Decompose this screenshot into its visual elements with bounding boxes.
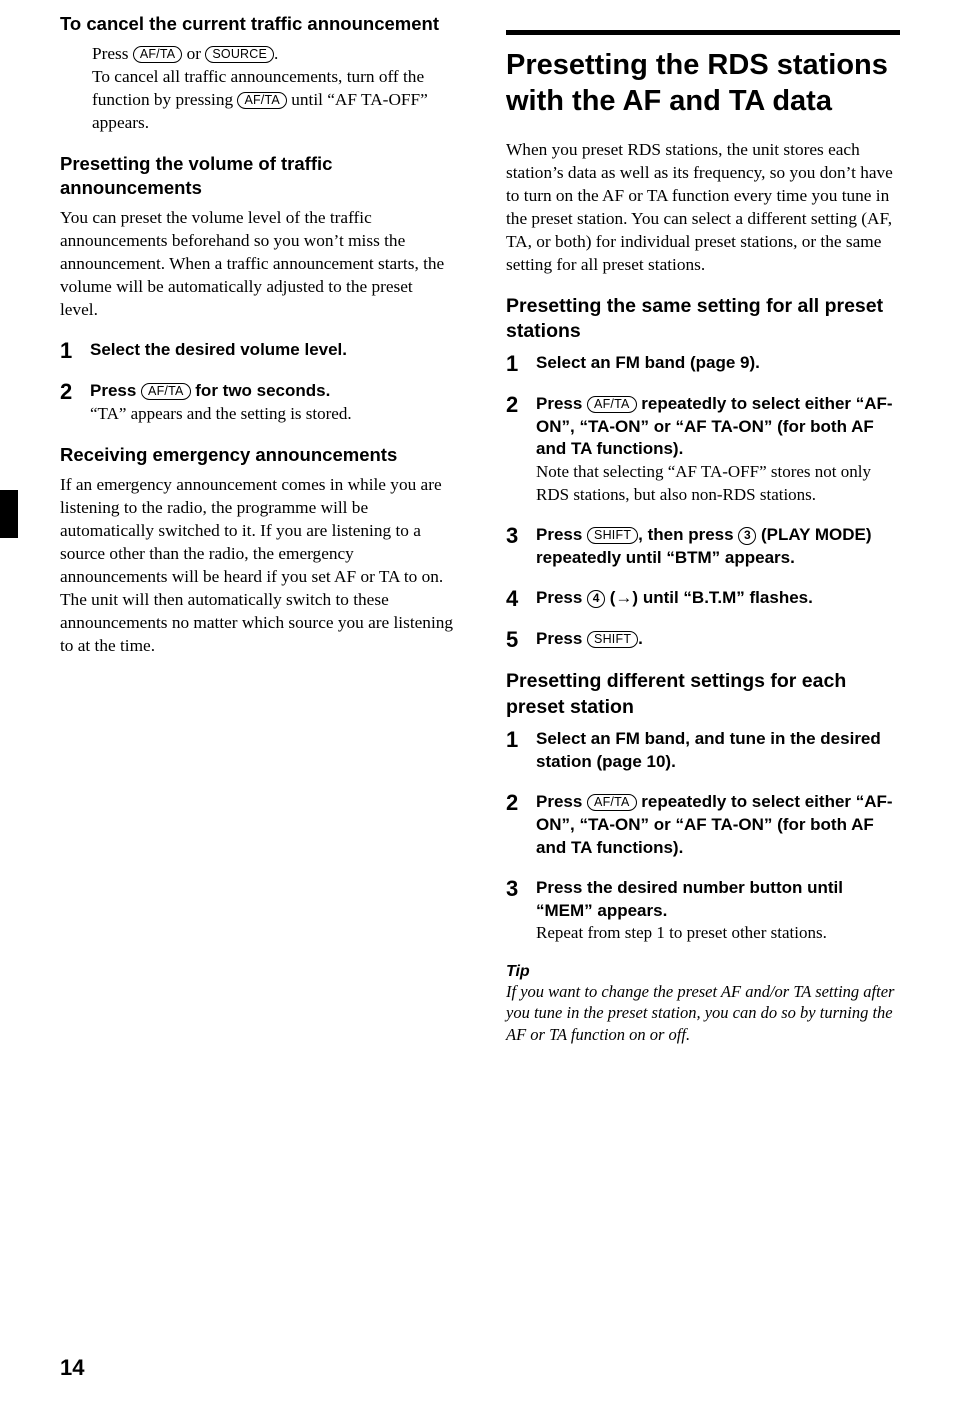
shift-button-label: SHIFT [587, 527, 638, 544]
afta-button-label: AF/TA [133, 46, 183, 63]
preset-volume-body: You can preset the volume level of the t… [60, 206, 454, 321]
text: , then press [638, 525, 738, 544]
text: Press [536, 629, 587, 648]
text: . [274, 44, 278, 63]
heading-preset-volume: Presetting the volume of traffic announc… [60, 152, 454, 200]
emergency-body: If an emergency announcement comes in wh… [60, 473, 454, 657]
left-column: To cancel the current traffic announceme… [60, 12, 454, 1045]
step-item: 3 Press the desired number button until … [506, 877, 900, 945]
step-number: 2 [506, 791, 526, 859]
text: for two seconds. [191, 381, 331, 400]
shift-button-label: SHIFT [587, 631, 638, 648]
rds-intro: When you preset RDS stations, the unit s… [506, 138, 900, 276]
heading-cancel-traffic: To cancel the current traffic announceme… [60, 12, 454, 36]
step-number: 1 [506, 728, 526, 773]
same-setting-steps: 1 Select an FM band (page 9). 2 Press AF… [506, 352, 900, 651]
text: Press [536, 588, 587, 607]
step-item: 1 Select an FM band, and tune in the des… [506, 728, 900, 773]
step-item: 2 Press AF/TA for two seconds. “TA” appe… [60, 380, 454, 425]
step-item: 4 Press 4 (→) until “B.T.M” flashes. [506, 587, 900, 610]
step-number: 3 [506, 524, 526, 569]
step-item: 3 Press SHIFT, then press 3 (PLAY MODE) … [506, 524, 900, 569]
step-number: 4 [506, 587, 526, 610]
step-tail: Note that selecting “AF TA-OFF” stores n… [536, 462, 871, 504]
cancel-instructions: Press AF/TA or SOURCE. To cancel all tra… [60, 42, 454, 134]
tip-block: Tip If you want to change the preset AF … [506, 963, 900, 1045]
heading-presetting-rds: Presetting the RDS stations with the AF … [506, 47, 900, 120]
afta-button-label: AF/TA [141, 383, 191, 400]
tip-heading: Tip [506, 963, 900, 981]
volume-steps: 1 Select the desired volume level. 2 Pre… [60, 339, 454, 425]
step-item: 2 Press AF/TA repeatedly to select eithe… [506, 393, 900, 506]
afta-button-label: AF/TA [587, 794, 637, 811]
heading-emergency: Receiving emergency announcements [60, 443, 454, 467]
number-button-3: 3 [738, 527, 756, 545]
step-item: 5 Press SHIFT. [506, 628, 900, 651]
text: Press [90, 381, 141, 400]
step-text: Select an FM band, and tune in the desir… [536, 729, 881, 771]
afta-button-label: AF/TA [237, 92, 287, 109]
section-tab [0, 490, 18, 538]
text: (→) until “B.T.M” flashes. [605, 588, 813, 607]
step-tail: Repeat from step 1 to preset other stati… [536, 923, 827, 942]
step-item: 2 Press AF/TA repeatedly to select eithe… [506, 791, 900, 859]
text: . [638, 629, 643, 648]
step-number: 5 [506, 628, 526, 651]
step-item: 1 Select the desired volume level. [60, 339, 454, 362]
step-tail: “TA” appears and the setting is stored. [90, 404, 352, 423]
diff-setting-steps: 1 Select an FM band, and tune in the des… [506, 728, 900, 945]
number-button-4: 4 [587, 590, 605, 608]
step-number: 2 [60, 380, 80, 425]
page-content: To cancel the current traffic announceme… [0, 0, 960, 1045]
text: Press [536, 792, 587, 811]
heading-diff-setting: Presetting different settings for each p… [506, 669, 900, 720]
source-button-label: SOURCE [205, 46, 274, 63]
right-column: Presetting the RDS stations with the AF … [506, 12, 900, 1045]
step-number: 3 [506, 877, 526, 945]
step-item: 1 Select an FM band (page 9). [506, 352, 900, 375]
afta-button-label: AF/TA [587, 396, 637, 413]
text: Press [92, 44, 133, 63]
step-text: Select the desired volume level. [90, 340, 347, 359]
page-number: 14 [60, 1355, 84, 1381]
step-text: Select an FM band (page 9). [536, 353, 760, 372]
section-rule [506, 30, 900, 35]
step-text: Press the desired number button until “M… [536, 878, 843, 920]
tip-body: If you want to change the preset AF and/… [506, 981, 900, 1045]
text: Press [536, 394, 587, 413]
step-number: 1 [60, 339, 80, 362]
step-number: 1 [506, 352, 526, 375]
step-number: 2 [506, 393, 526, 506]
heading-same-setting: Presetting the same setting for all pres… [506, 294, 900, 345]
text: or [182, 44, 205, 63]
text: Press [536, 525, 587, 544]
